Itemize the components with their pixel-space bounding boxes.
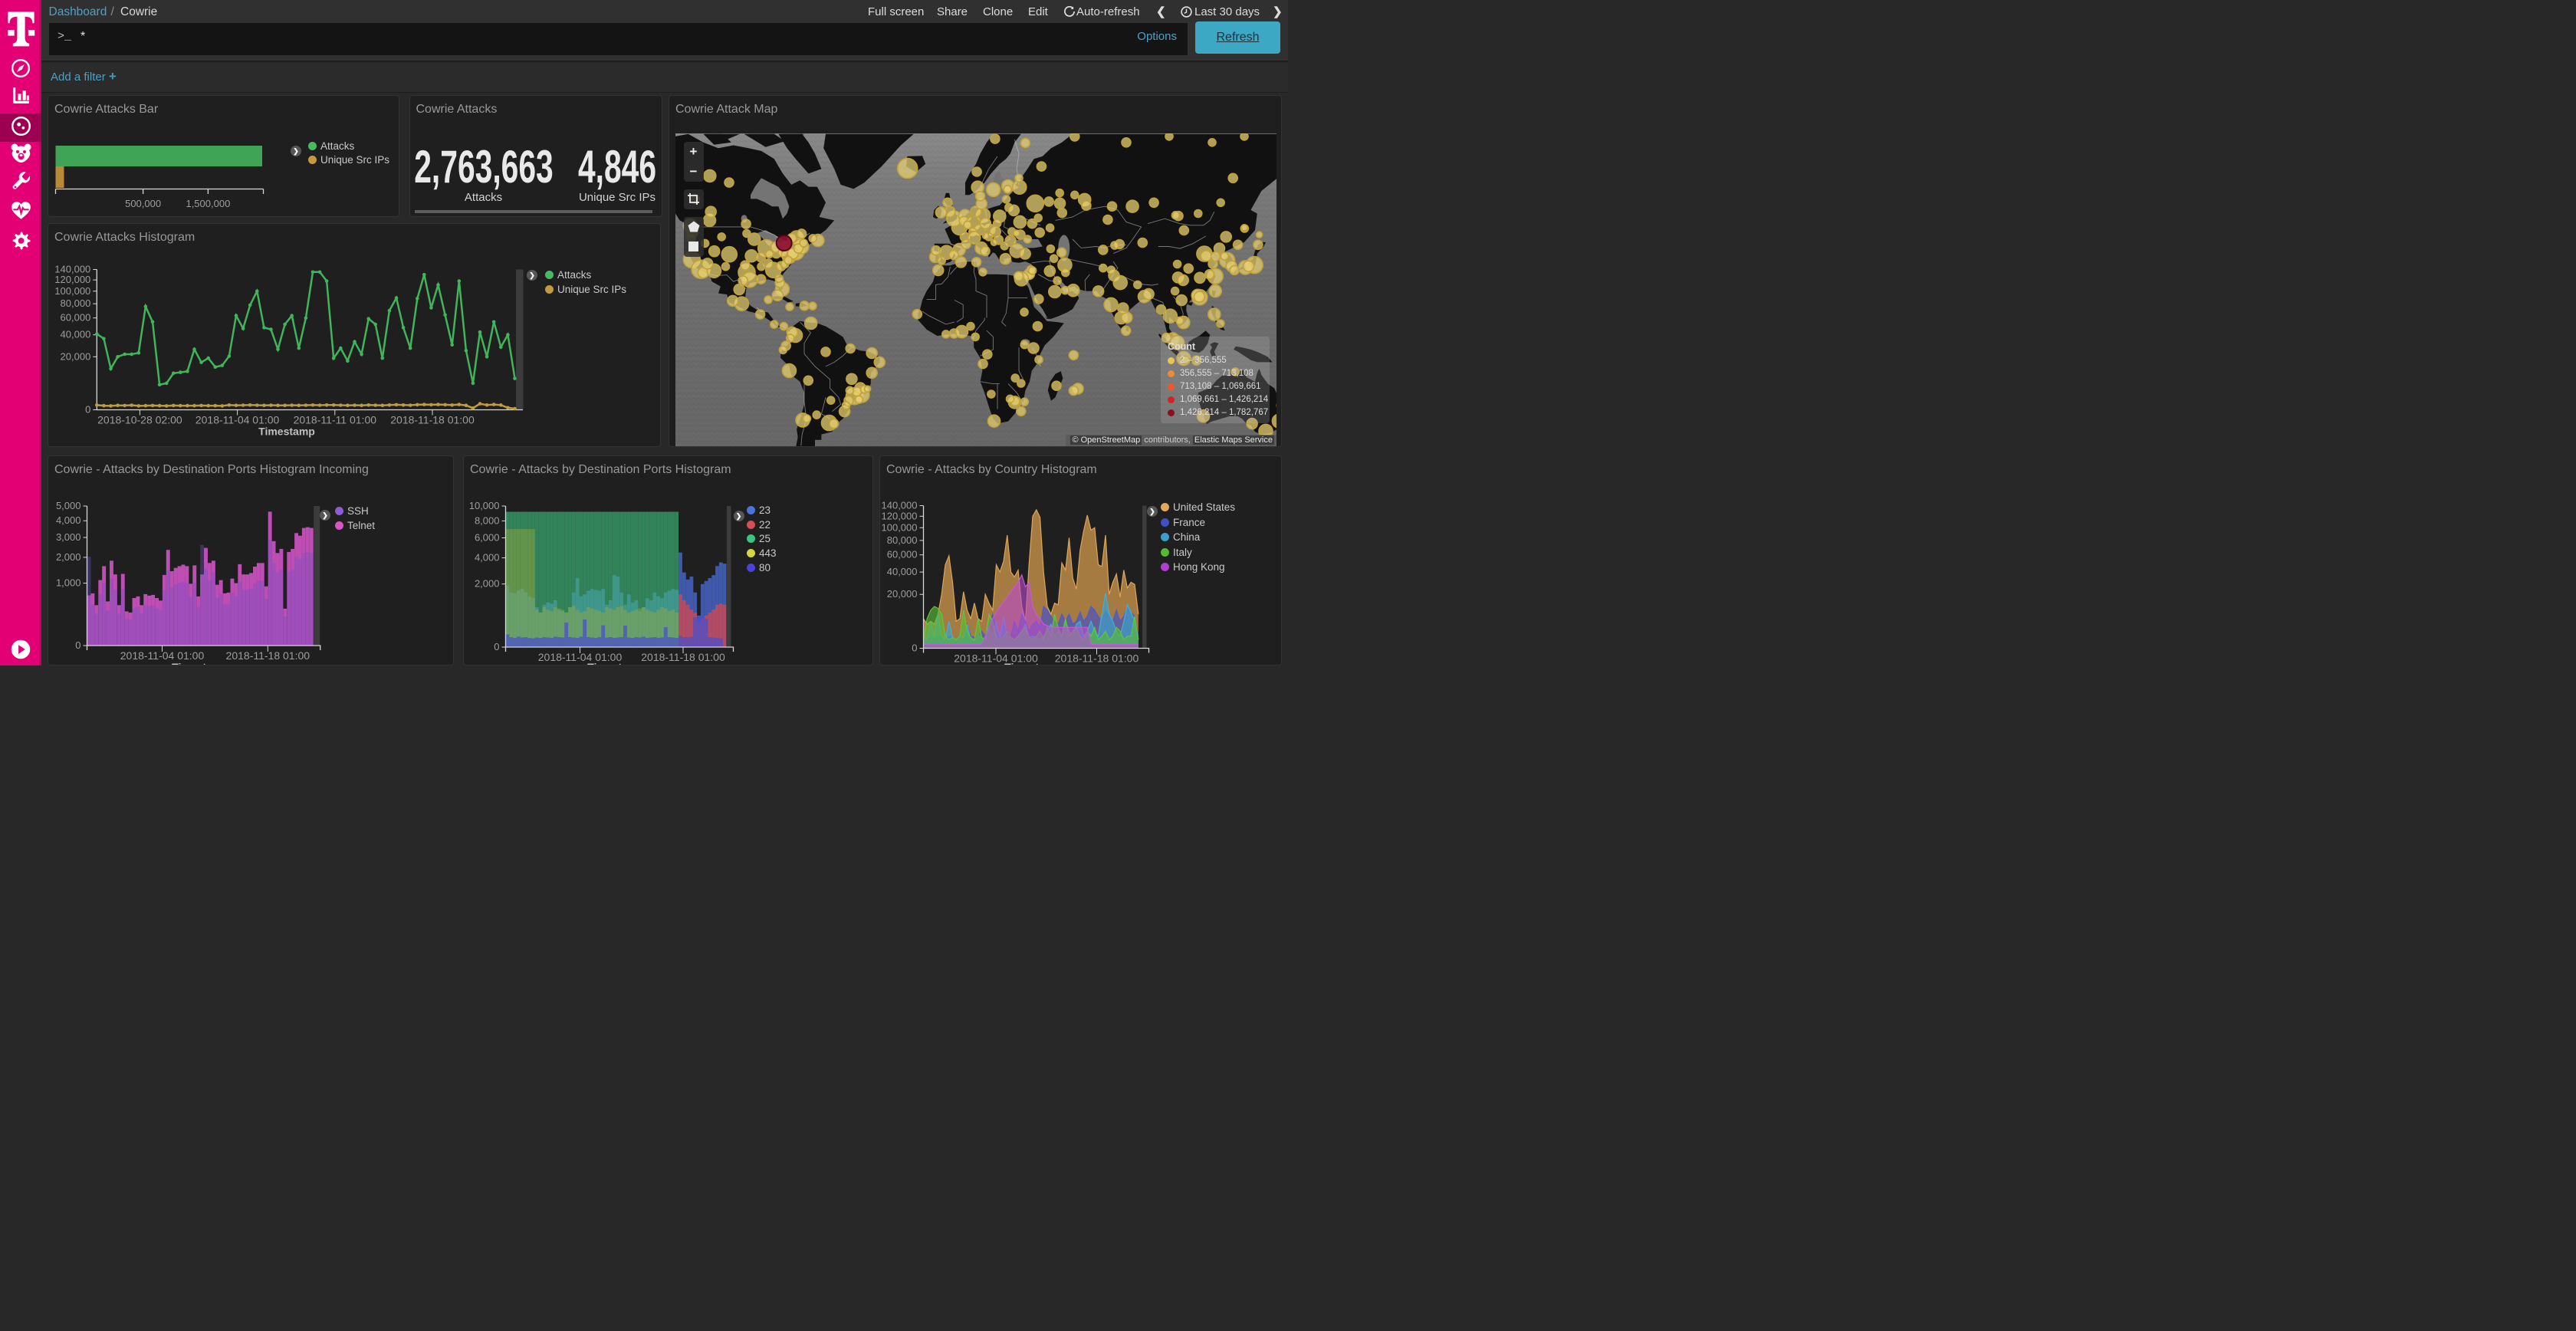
- svg-text:2,000: 2,000: [475, 578, 500, 590]
- svg-text:5,000: 5,000: [56, 500, 81, 511]
- svg-text:60,000: 60,000: [61, 312, 91, 324]
- svg-text:2018-11-04 01:00: 2018-11-04 01:00: [120, 649, 205, 662]
- svg-text:8,000: 8,000: [475, 514, 500, 526]
- svg-text:140,000: 140,000: [882, 500, 918, 511]
- svg-text:2018-11-04 01:00: 2018-11-04 01:00: [538, 651, 623, 663]
- svg-text:2018-11-04 01:00: 2018-11-04 01:00: [196, 414, 280, 426]
- svg-text:2018-10-28 02:00: 2018-10-28 02:00: [97, 414, 182, 426]
- svg-text:120,000: 120,000: [54, 274, 90, 285]
- svg-text:80,000: 80,000: [61, 297, 91, 309]
- svg-text:80,000: 80,000: [887, 534, 918, 546]
- svg-text:2,000: 2,000: [56, 551, 81, 563]
- svg-text:1,000: 1,000: [56, 577, 81, 589]
- svg-text:120,000: 120,000: [882, 510, 918, 521]
- svg-text:Timestamp: Timestamp: [172, 661, 228, 666]
- svg-text:1,500,000: 1,500,000: [186, 198, 230, 209]
- svg-text:40,000: 40,000: [887, 566, 918, 577]
- svg-text:140,000: 140,000: [54, 264, 90, 275]
- svg-text:0: 0: [912, 642, 917, 654]
- svg-text:4,000: 4,000: [56, 514, 81, 526]
- svg-text:2018-11-18 01:00: 2018-11-18 01:00: [226, 649, 310, 662]
- svg-text:500,000: 500,000: [125, 198, 161, 209]
- svg-text:4,000: 4,000: [475, 552, 500, 564]
- svg-text:6,000: 6,000: [475, 532, 500, 544]
- svg-text:2018-11-18 01:00: 2018-11-18 01:00: [390, 414, 475, 426]
- svg-text:60,000: 60,000: [887, 549, 918, 560]
- svg-text:2018-11-04 01:00: 2018-11-04 01:00: [954, 652, 1038, 665]
- svg-text:2018-11-11 01:00: 2018-11-11 01:00: [294, 414, 377, 426]
- svg-text:Timestamp: Timestamp: [258, 426, 315, 438]
- svg-text:2018-11-18 01:00: 2018-11-18 01:00: [1055, 652, 1139, 665]
- svg-text:2018-11-18 01:00: 2018-11-18 01:00: [641, 651, 725, 663]
- svg-text:100,000: 100,000: [882, 521, 918, 533]
- svg-text:0: 0: [75, 639, 80, 651]
- svg-text:3,000: 3,000: [56, 531, 81, 543]
- svg-text:Timestamp: Timestamp: [1004, 661, 1061, 666]
- svg-text:10,000: 10,000: [469, 500, 500, 511]
- svg-text:0: 0: [85, 404, 90, 416]
- svg-text:40,000: 40,000: [61, 329, 91, 340]
- svg-text:20,000: 20,000: [887, 588, 918, 600]
- svg-text:100,000: 100,000: [54, 285, 90, 297]
- svg-text:0: 0: [494, 641, 499, 652]
- svg-text:20,000: 20,000: [61, 350, 91, 362]
- svg-text:Timestamp: Timestamp: [587, 661, 644, 666]
